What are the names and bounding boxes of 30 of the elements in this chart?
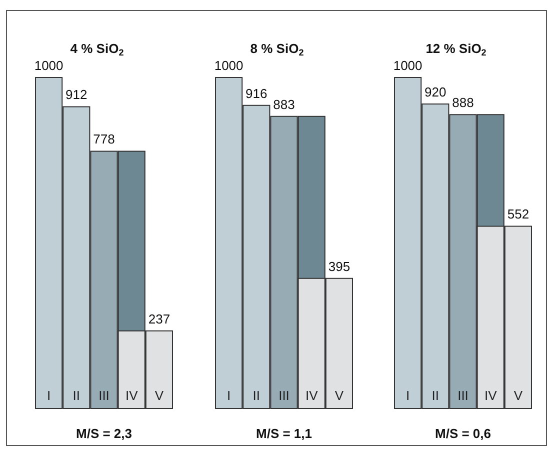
x-tick-label: V bbox=[514, 388, 524, 403]
x-tick-label: II bbox=[72, 388, 80, 403]
data-label: 552 bbox=[508, 206, 530, 222]
x-tick-label: I bbox=[406, 388, 410, 403]
x-tick-label: IV bbox=[484, 388, 498, 403]
x-tick-label: I bbox=[46, 388, 51, 403]
x-tick-label: IV bbox=[305, 388, 318, 403]
x-tick-label: V bbox=[334, 388, 344, 403]
x-tick-label: II bbox=[432, 388, 440, 403]
data-label: 888 bbox=[452, 95, 474, 110]
x-tick-label: III bbox=[278, 388, 290, 403]
data-label: 912 bbox=[66, 87, 88, 102]
data-label: 916 bbox=[245, 86, 267, 101]
data-label: 883 bbox=[272, 96, 295, 112]
x-tick-label: III bbox=[98, 388, 110, 403]
x-axis-title: M/S = 2,3 bbox=[76, 426, 132, 441]
x-axis-title: M/S = 0,6 bbox=[435, 426, 492, 441]
x-axis-title: M/S = 1,1 bbox=[256, 426, 312, 441]
data-label: 1000 bbox=[214, 58, 243, 73]
data-label: 237 bbox=[148, 311, 170, 326]
x-tick-label: II bbox=[252, 388, 260, 403]
data-label: 1000 bbox=[394, 58, 423, 73]
data-label: 395 bbox=[328, 258, 350, 274]
x-tick-label: III bbox=[458, 388, 469, 403]
data-label: 778 bbox=[93, 132, 115, 147]
x-tick-label: IV bbox=[125, 388, 138, 403]
x-tick-label: V bbox=[154, 388, 164, 403]
x-tick-label: I bbox=[226, 388, 230, 403]
data-label: 1000 bbox=[34, 58, 64, 73]
data-label: 920 bbox=[424, 84, 447, 100]
